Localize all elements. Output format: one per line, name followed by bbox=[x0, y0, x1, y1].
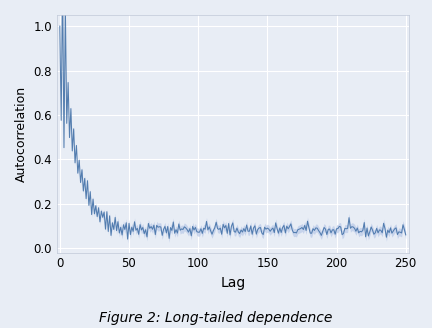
X-axis label: Lag: Lag bbox=[220, 276, 245, 290]
Y-axis label: Autocorrelation: Autocorrelation bbox=[15, 86, 28, 182]
Text: Figure 2: Long-tailed dependence: Figure 2: Long-tailed dependence bbox=[99, 311, 333, 325]
